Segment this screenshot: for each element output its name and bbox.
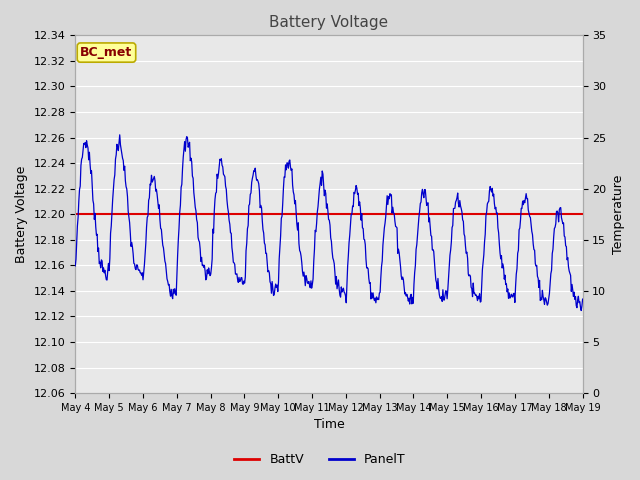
- Text: BC_met: BC_met: [81, 46, 132, 59]
- Y-axis label: Temperature: Temperature: [612, 175, 625, 254]
- Legend: BattV, PanelT: BattV, PanelT: [229, 448, 411, 471]
- Title: Battery Voltage: Battery Voltage: [269, 15, 388, 30]
- X-axis label: Time: Time: [314, 419, 344, 432]
- Y-axis label: Battery Voltage: Battery Voltage: [15, 166, 28, 263]
